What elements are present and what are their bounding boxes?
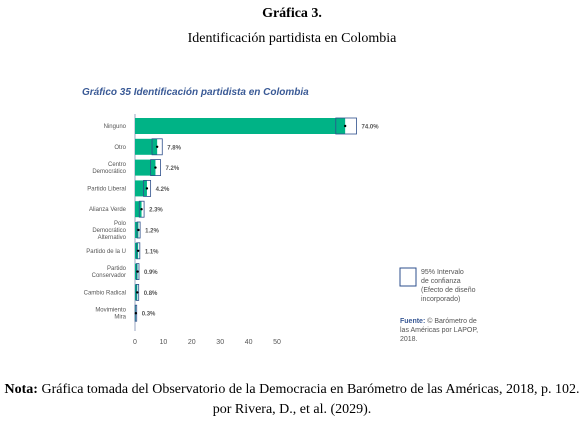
x-tick-label: 50 xyxy=(273,339,281,346)
legend-swatch xyxy=(399,267,417,287)
bar-row: Alianza Verde 2.3% xyxy=(89,200,163,218)
category-label: Centro xyxy=(108,162,127,168)
ci-box xyxy=(335,117,357,135)
bar xyxy=(135,201,142,218)
point-estimate xyxy=(154,166,157,169)
point-estimate xyxy=(136,291,139,294)
bar-row: Otro 7.8% xyxy=(114,138,182,156)
value-label: 0.9% xyxy=(144,270,158,276)
point-estimate xyxy=(136,270,139,273)
note-text: Gráfica tomada del Observatorio de la De… xyxy=(37,382,580,417)
category-label: Democrático xyxy=(92,228,126,234)
point-estimate xyxy=(137,228,140,232)
category-label: Movimiento xyxy=(95,308,126,314)
value-label: 74.0% xyxy=(362,125,380,131)
figure-note: Nota: Gráfica tomada del Observatorio de… xyxy=(4,380,580,420)
chart-title: Gráfico 35 Identificación partidista en … xyxy=(82,87,309,98)
x-tick-label: 10 xyxy=(160,339,168,346)
value-label: 0.8% xyxy=(144,291,158,297)
ci-box xyxy=(138,200,145,218)
point-estimate xyxy=(140,208,143,211)
category-label: Mira xyxy=(114,315,126,321)
ci-box xyxy=(143,179,152,197)
bar-row: Cambio Radical 0.8% xyxy=(84,283,158,301)
value-label: 0.3% xyxy=(142,312,156,318)
source-label: Fuente: xyxy=(400,318,427,325)
category-label: Otro xyxy=(114,145,126,151)
x-tick-label: 30 xyxy=(216,339,224,346)
category-label: Cambio Radical xyxy=(84,290,126,296)
legend-label: 95% Intervalo xyxy=(421,269,464,276)
value-label: 7.2% xyxy=(166,166,180,172)
x-tick-label: 40 xyxy=(245,339,253,346)
value-label: 1.1% xyxy=(145,249,159,255)
value-label: 1.2% xyxy=(145,229,159,235)
legend: 95% Intervalo de confianza (Efecto de dise… xyxy=(399,267,476,303)
bar-row: Ninguno 74.0% xyxy=(104,117,380,135)
category-label: Partido de la U xyxy=(86,249,126,255)
figure-title: Identificación partidista en Colombia xyxy=(187,31,397,46)
point-estimate xyxy=(145,187,149,190)
x-tick-label: 0 xyxy=(133,339,137,346)
category-label: Democrático xyxy=(92,169,126,175)
source-text: 2018. xyxy=(400,336,418,343)
bar xyxy=(135,138,158,155)
category-label: Partido xyxy=(107,266,127,272)
legend-label: incorporado) xyxy=(421,296,460,303)
bar xyxy=(135,118,346,134)
ci-box xyxy=(136,242,141,260)
legend-label: de confianza xyxy=(421,278,461,285)
point-estimate xyxy=(343,124,347,128)
figure-label: Gráfica 3. xyxy=(262,6,322,21)
bar xyxy=(135,159,156,176)
category-label: Alternativo xyxy=(98,235,127,241)
value-label: 7.8% xyxy=(167,145,181,151)
category-label: Partido Liberal xyxy=(87,186,126,192)
x-tick-label: 20 xyxy=(188,339,196,346)
legend-label: (Efecto de diseño xyxy=(421,287,476,294)
value-label: 2.3% xyxy=(149,208,163,214)
source-text: las Américas por LAPOP, xyxy=(400,327,478,334)
note-prefix: Nota: xyxy=(4,382,38,397)
source-text: Fuente: © Barómetro de xyxy=(400,317,477,325)
category-label: Ninguno xyxy=(104,124,127,130)
ci-box xyxy=(150,159,161,177)
point-estimate xyxy=(134,312,138,315)
ci-box xyxy=(136,221,141,239)
point-estimate xyxy=(136,249,140,252)
point-estimate xyxy=(155,145,159,148)
category-label: Polo xyxy=(114,221,127,227)
value-label: 4.2% xyxy=(156,187,170,193)
bar-row: Partido de la U 1.1% xyxy=(86,242,159,260)
bar xyxy=(135,180,147,197)
category-label: Alianza Verde xyxy=(89,207,127,213)
source-note: Fuente: © Barómetro de las Américas por L… xyxy=(400,317,478,343)
ci-box xyxy=(151,138,163,156)
bar-row: Partido Liberal 4.2% xyxy=(87,179,170,197)
category-label: Conservador xyxy=(92,273,126,279)
